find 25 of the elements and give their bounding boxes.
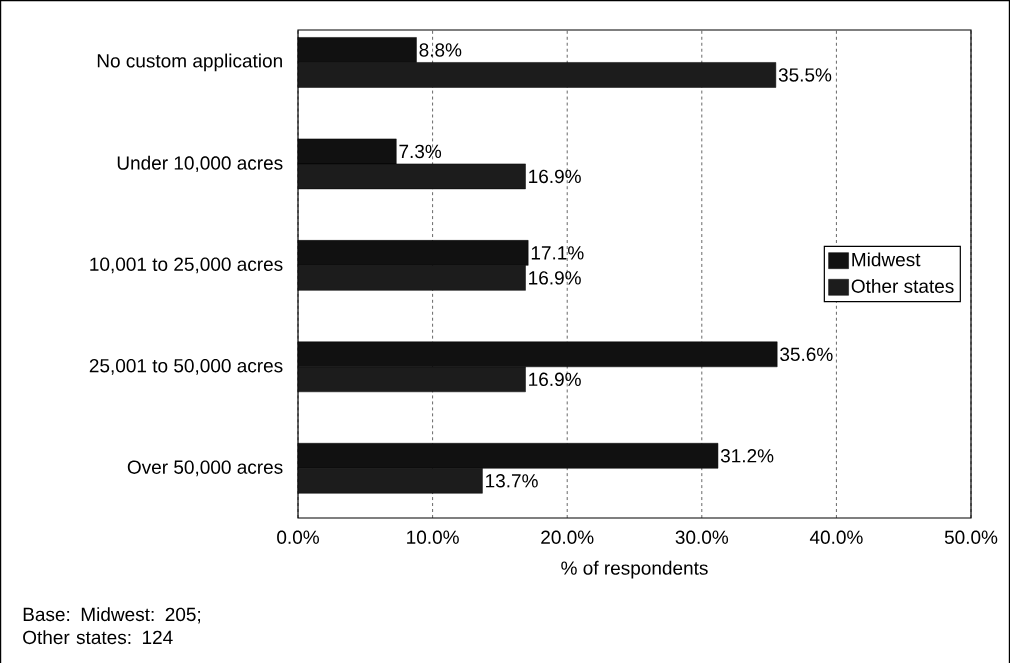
x-axis-title: % of respondents — [561, 560, 708, 579]
y-tick-label: 10,001 to 25,000 acres — [90, 257, 283, 274]
x-tick-label: 40.0% — [809, 530, 863, 544]
data-label: 31.2% — [720, 449, 774, 463]
x-tick-label: 10.0% — [407, 530, 459, 544]
data-label: 16.9% — [529, 169, 581, 184]
data-label: 8.8% — [419, 43, 462, 57]
y-tick-label: Under 10,000 acres — [117, 155, 283, 173]
data-label: 13.7% — [486, 474, 538, 488]
y-tick-label: Over 50,000 acres — [127, 460, 283, 477]
y-tick-label: No custom application — [97, 53, 282, 72]
data-label: 17.1% — [531, 246, 584, 260]
legend-label: Other states — [851, 278, 954, 293]
data-label: 16.9% — [529, 271, 581, 285]
x-tick-label: 20.0% — [541, 530, 594, 544]
x-tick-label: 50.0% — [944, 530, 998, 544]
data-label: 7.3% — [399, 144, 442, 159]
legend-label: Midwest — [852, 252, 921, 267]
x-tick-label: 30.0% — [675, 530, 729, 544]
y-tick-label: 25,001 to 50,000 acres — [89, 358, 283, 375]
data-label: 35.6% — [780, 347, 833, 362]
data-label: 16.9% — [529, 372, 581, 387]
x-tick-label: 0.0% — [277, 530, 319, 544]
text: Base: Midwest: 205; Other states: 124 — [23, 607, 201, 645]
data-label: 35.5% — [778, 68, 832, 82]
